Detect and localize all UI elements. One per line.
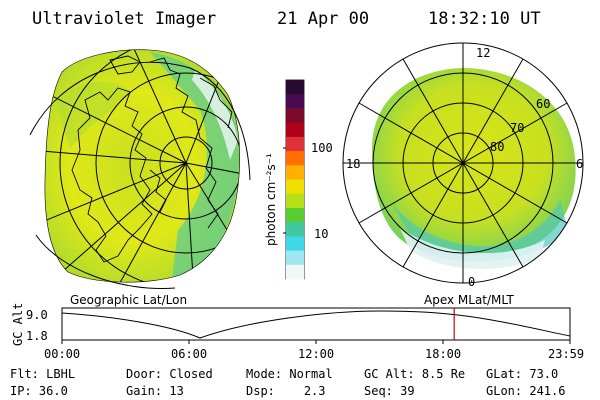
- status-glat: GLat: 73.0: [486, 367, 559, 381]
- colorbar-stripe: [286, 207, 304, 223]
- colorbar-stripe: [286, 179, 304, 195]
- status-gc-alt: GC Alt: 8.5 Re: [364, 367, 466, 381]
- mlat-label-60: 60: [536, 97, 551, 111]
- apex-map: [342, 42, 584, 284]
- image-title: Ultraviolet Imager: [32, 9, 217, 29]
- time-tick-1800: 18:00: [425, 347, 462, 361]
- mlt-label-18: 18: [346, 157, 361, 171]
- status-door: Door: Closed: [126, 367, 213, 381]
- time-tick-0600: 06:00: [171, 347, 208, 361]
- time-tick-0000: 00:00: [44, 347, 81, 361]
- colorbar-tick-10: 10: [314, 227, 329, 241]
- colorbar-stripe: [286, 165, 304, 180]
- time-tick-1200: 12:00: [298, 347, 335, 361]
- geographic-panel-label: Geographic Lat/Lon: [70, 293, 188, 307]
- altitude-tick-high: 9.0: [26, 308, 48, 322]
- image-time: 18:32:10 UT: [428, 9, 541, 29]
- colorbar-unit-label: photon cm⁻²s⁻¹: [264, 153, 278, 246]
- colorbar-stripe: [286, 94, 304, 109]
- colorbar-stripe: [286, 236, 304, 252]
- colorbar-stripe: [286, 108, 304, 124]
- colorbar-stripe: [286, 193, 304, 209]
- status-gain: Gain: 13: [126, 384, 184, 398]
- time-tick-2359: 23:59: [548, 347, 585, 361]
- altitude-axis-label: GC Alt: [11, 302, 25, 346]
- colorbar-stripe: [286, 222, 304, 237]
- colorbar-stripe: [286, 80, 304, 95]
- status-dsp: Dsp: 2.3: [246, 384, 326, 398]
- colorbar-stripe: [286, 136, 304, 152]
- apex-panel-label: Apex MLat/MLT: [424, 293, 514, 307]
- mlat-label-70: 70: [510, 121, 525, 135]
- mlt-label-0: 0: [468, 275, 476, 289]
- status-ip: IP: 36.0: [10, 384, 68, 398]
- status-mode: Mode: Normal: [246, 367, 333, 381]
- colorbar-stripe: [286, 250, 304, 266]
- colorbar-stripe: [286, 151, 304, 166]
- status-seq: Seq: 39: [364, 384, 415, 398]
- image-date: 21 Apr 00: [277, 9, 370, 29]
- geographic-map: [29, 49, 251, 289]
- altitude-tick-low: 1.8: [26, 329, 48, 343]
- mlat-label-80: 80: [490, 140, 505, 154]
- altitude-plot: [61, 307, 571, 344]
- colorbar-tick-100: 100: [311, 141, 333, 155]
- mlt-label-6: 6: [576, 157, 584, 171]
- status-glon: GLon: 241.6: [486, 384, 566, 398]
- colorbar-stripe: [286, 122, 304, 138]
- colorbar-stripe: [286, 264, 304, 280]
- mlt-label-12: 12: [476, 46, 491, 60]
- colorbar: [283, 79, 305, 280]
- status-flt: Flt: LBHL: [10, 367, 76, 381]
